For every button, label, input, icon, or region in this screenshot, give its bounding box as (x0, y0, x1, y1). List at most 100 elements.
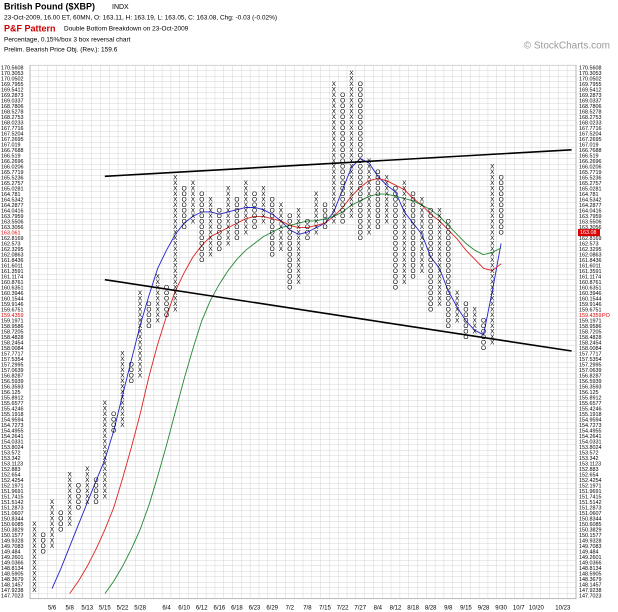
box-symbol: O (287, 224, 292, 231)
y-tick-label: 164.2877 (1, 203, 23, 209)
y-tick-label-right: 151.5142 (579, 500, 601, 506)
y-tick-label: 157.2995 (1, 362, 23, 368)
box-symbol: X (173, 180, 178, 187)
box-symbol: X (226, 191, 231, 198)
y-tick-label: 152.883 (1, 467, 21, 473)
box-symbol: X (32, 554, 37, 561)
box-symbol: O (340, 92, 345, 99)
y-tick-label-right: 169.7955 (579, 82, 601, 88)
y-tick-label: 166.2696 (1, 159, 23, 165)
box-symbol: X (173, 257, 178, 264)
box-symbol: O (393, 263, 398, 270)
box-symbol: O (199, 235, 204, 242)
box-symbol: X (332, 219, 337, 226)
box-symbol: X (437, 241, 442, 248)
box-symbol: X (437, 252, 442, 259)
y-tick-label: 151.2873 (1, 505, 23, 511)
box-symbol: X (384, 219, 389, 226)
box-symbol: O (340, 114, 345, 121)
box-symbol: O (358, 224, 363, 231)
box-symbol: O (76, 494, 81, 501)
trendline (104, 278, 572, 352)
box-symbol: O (270, 246, 275, 253)
box-symbol: X (50, 499, 55, 506)
box-symbol: X (402, 252, 407, 259)
box-symbol: X (455, 318, 460, 325)
box-symbol: O (446, 296, 451, 303)
box-symbol: X (437, 257, 442, 264)
box-symbol: X (420, 197, 425, 204)
box-symbol: X (50, 538, 55, 545)
y-tick-label-right: 152.1971 (579, 483, 601, 489)
box-symbol: X (490, 340, 495, 347)
box-symbol: X (32, 565, 37, 572)
y-tick-label-right: 164.2877 (579, 203, 601, 209)
box-symbol: O (463, 301, 468, 308)
box-symbol: X (332, 98, 337, 105)
y-tick-label-right: 168.2753 (579, 115, 601, 121)
y-tick-label: 149.7083 (1, 544, 23, 550)
box-symbol: X (437, 296, 442, 303)
box-symbol: O (129, 362, 134, 369)
box-symbol: X (332, 169, 337, 176)
y-tick-label-right: 170.0502 (579, 76, 601, 82)
box-symbol: O (499, 191, 504, 198)
box-symbol: X (437, 268, 442, 275)
box-symbol: O (234, 230, 239, 237)
box-symbol: O (164, 301, 169, 308)
box-symbol: O (358, 186, 363, 193)
box-symbol: X (191, 219, 196, 226)
box-symbol: X (120, 384, 125, 391)
box-symbol: X (32, 532, 37, 539)
box-symbol: O (428, 219, 433, 226)
x-tick-label: 5/28 (134, 606, 146, 612)
box-symbol: X (332, 136, 337, 143)
box-symbol: X (349, 213, 354, 220)
box-symbol: X (349, 164, 354, 171)
box-symbol: O (446, 235, 451, 242)
box-symbol: X (420, 219, 425, 226)
box-symbol: O (164, 290, 169, 297)
box-symbol: O (322, 213, 327, 220)
box-symbol: X (279, 241, 284, 248)
y-tick-label-right: 161.6011 (579, 263, 601, 269)
box-symbol: X (349, 197, 354, 204)
box-symbol: X (296, 246, 301, 253)
box-symbol: O (252, 197, 257, 204)
box-symbol: X (490, 318, 495, 325)
box-symbol: X (314, 230, 319, 237)
y-tick-label: 166.519 (1, 153, 21, 159)
box-symbol: O (393, 191, 398, 198)
y-tick-label-right: 152.883 (579, 467, 599, 473)
y-tick-label-right: 168.5278 (579, 109, 601, 115)
y-tick-label: 162.573 (1, 241, 21, 247)
y-tick-label: 158.2454 (1, 340, 23, 346)
box-symbol: X (173, 246, 178, 253)
box-symbol: O (411, 274, 416, 281)
box-symbol: X (490, 241, 495, 248)
box-symbol: O (340, 109, 345, 116)
moving-average (51, 158, 502, 589)
box-symbol: O (41, 538, 46, 545)
box-symbol: O (287, 252, 292, 259)
box-symbol: X (226, 224, 231, 231)
box-symbol: O (393, 208, 398, 215)
box-symbol: O (358, 92, 363, 99)
box-symbol: X (156, 296, 161, 303)
box-symbol: X (156, 301, 161, 308)
box-symbol: X (173, 285, 178, 292)
y-tick-label-right: 166.7688 (579, 148, 601, 154)
box-symbol: O (270, 213, 275, 220)
box-symbol: X (296, 230, 301, 237)
box-symbol: X (349, 87, 354, 94)
box-symbol: O (270, 202, 275, 209)
box-symbol: X (191, 191, 196, 198)
box-symbol: O (305, 224, 310, 231)
y-tick-label-right: 150.1577 (579, 533, 601, 539)
box-symbol: O (340, 186, 345, 193)
y-tick-label: 170.0502 (1, 76, 23, 82)
